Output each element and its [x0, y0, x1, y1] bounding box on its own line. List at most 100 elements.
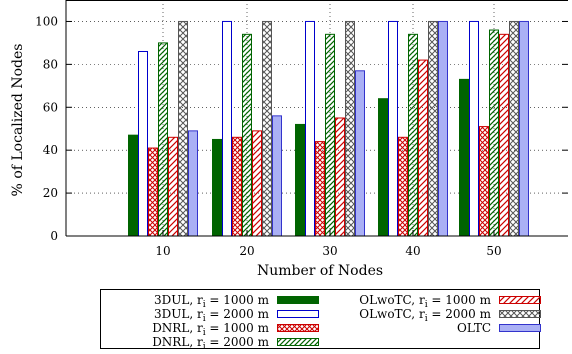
bar-3-10: [148, 147, 158, 237]
x-tick-label: 20: [239, 244, 254, 258]
y-tick-label: 60: [43, 100, 58, 114]
legend-item-6: OLwoTC, r i = 2000 m: [101, 307, 541, 324]
x-tick-label: 40: [405, 244, 420, 258]
legend-swatch: [277, 324, 319, 332]
legend-swatch-graphic: [277, 338, 319, 346]
legend-label-suffix: = 2000 m: [205, 307, 269, 321]
x-tick-label: 10: [155, 244, 170, 258]
legend-label-prefix: OLwoTC, r: [359, 307, 425, 321]
legend-item-1: 3DUL, ri = 1000 m: [101, 293, 319, 310]
legend-swatch-rect: [499, 296, 541, 304]
legend-swatch-rect: [277, 296, 319, 304]
legend-swatch-graphic: [277, 296, 319, 304]
bar-6-10: [178, 20, 188, 237]
bar-6-20: [262, 20, 272, 237]
legend-swatch-graphic: [499, 324, 541, 332]
y-tick-label: 100: [35, 14, 58, 28]
bar-5-20: [252, 130, 262, 237]
bar-6-40: [428, 20, 438, 237]
bar-7-40: [438, 20, 448, 237]
legend-label-suffix: = 1000 m: [205, 321, 269, 335]
legend-swatch-graphic: [277, 310, 319, 318]
legend-swatch-graphic: [499, 310, 541, 318]
legend-label: 3DUL, ri = 1000 m: [154, 293, 269, 312]
bar-1-30: [295, 123, 305, 237]
legend-swatch: [499, 324, 541, 332]
legend-swatch: [277, 296, 319, 304]
legend-label: 3DUL, ri = 2000 m: [154, 307, 269, 326]
bar-4-20: [242, 33, 252, 237]
legend-swatch-graphic: [499, 296, 541, 304]
bar-5-40: [418, 59, 428, 237]
legend-label: OLwoTC, ri = 2000 m: [359, 307, 491, 326]
y-axis-label: % of Localized Nodes: [10, 44, 26, 197]
legend-label-suffix: = 2000 m: [427, 307, 491, 321]
legend-label-prefix: DNRL, r: [152, 321, 203, 335]
legend-label-prefix: DNRL, r: [152, 335, 203, 349]
bar-4-40: [408, 33, 418, 237]
legend-swatch-rect: [499, 324, 541, 332]
tick-labels: 0 20 40 60 80 100 10 20 30 40 50: [35, 14, 502, 258]
legend-label-subscript: i: [202, 314, 206, 324]
legend-swatch-rect: [499, 310, 541, 318]
legend-swatch-graphic: [277, 324, 319, 332]
legend-label-prefix: OLTC: [456, 321, 491, 335]
legend-label-prefix: OLwoTC, r: [359, 293, 425, 307]
legend-swatch: [277, 338, 319, 346]
legend-label: OLwoTC, ri = 1000 m: [359, 293, 491, 312]
legend-swatch-rect: [277, 310, 319, 318]
legend-label-prefix: 3DUL, r: [153, 307, 203, 321]
x-tick-label: 50: [486, 244, 501, 258]
y-tick-label: 0: [50, 229, 58, 243]
legend-label-suffix: = 2000 m: [205, 335, 269, 349]
legend-label-subscript: i: [424, 300, 428, 310]
bar-7-10: [188, 130, 198, 237]
bar-2-10: [138, 50, 148, 237]
legend-swatch-rect: [277, 338, 319, 346]
bar-3-40: [398, 136, 408, 237]
y-tick-label: 80: [43, 57, 58, 71]
legend-item-3: DNRL, ri = 1000 m: [101, 321, 319, 338]
legend-swatch: [499, 310, 541, 318]
legend-label-subscript: i: [202, 300, 206, 310]
y-tick-label: 20: [43, 186, 58, 200]
bar-7-30: [355, 70, 365, 237]
bar-1-10: [128, 134, 138, 237]
legend-label: OLTC: [457, 321, 491, 340]
legend-swatch: [499, 296, 541, 304]
bar-5-30: [335, 117, 345, 237]
legend-label-subscript: i: [202, 328, 206, 338]
bar-4-10: [158, 42, 168, 237]
bar-7-50: [519, 20, 529, 237]
legend-label: DNRL, ri = 2000 m: [152, 335, 269, 354]
bar-5-10: [168, 136, 178, 237]
bar-3-30: [315, 141, 325, 237]
legend-item-7: OLTC: [101, 321, 541, 335]
bar-6-50: [509, 20, 519, 237]
legend-swatch-rect: [277, 324, 319, 332]
legend-label-subscript: i: [202, 342, 206, 352]
legend-label-prefix: 3DUL, r: [153, 293, 203, 307]
bar-2-30: [305, 20, 315, 237]
bar-2-50: [469, 20, 479, 237]
bar-2-40: [388, 20, 398, 237]
legend-label: DNRL, ri = 1000 m: [152, 321, 269, 340]
y-tick-label: 40: [43, 143, 58, 157]
bar-7-20: [272, 115, 282, 237]
x-axis-label: Number of Nodes: [257, 263, 383, 279]
x-tick-label: 30: [322, 244, 337, 258]
bar-4-50: [489, 29, 499, 237]
bar-1-20: [212, 138, 222, 237]
bars-group: [128, 20, 529, 237]
bar-3-50: [479, 126, 489, 237]
bar-1-50: [459, 78, 469, 237]
bar-5-50: [499, 33, 509, 237]
legend-label-suffix: = 1000 m: [427, 293, 491, 307]
bar-4-30: [325, 33, 335, 237]
bar-1-40: [378, 98, 388, 237]
legend-item-4: DNRL, ri = 2000 m: [101, 335, 319, 352]
bar-3-20: [232, 136, 242, 237]
legend: 3DUL, ri = 1000 m 3DUL, ri = 2000 m DNRL, …: [100, 289, 541, 352]
bar-2-20: [222, 20, 232, 237]
